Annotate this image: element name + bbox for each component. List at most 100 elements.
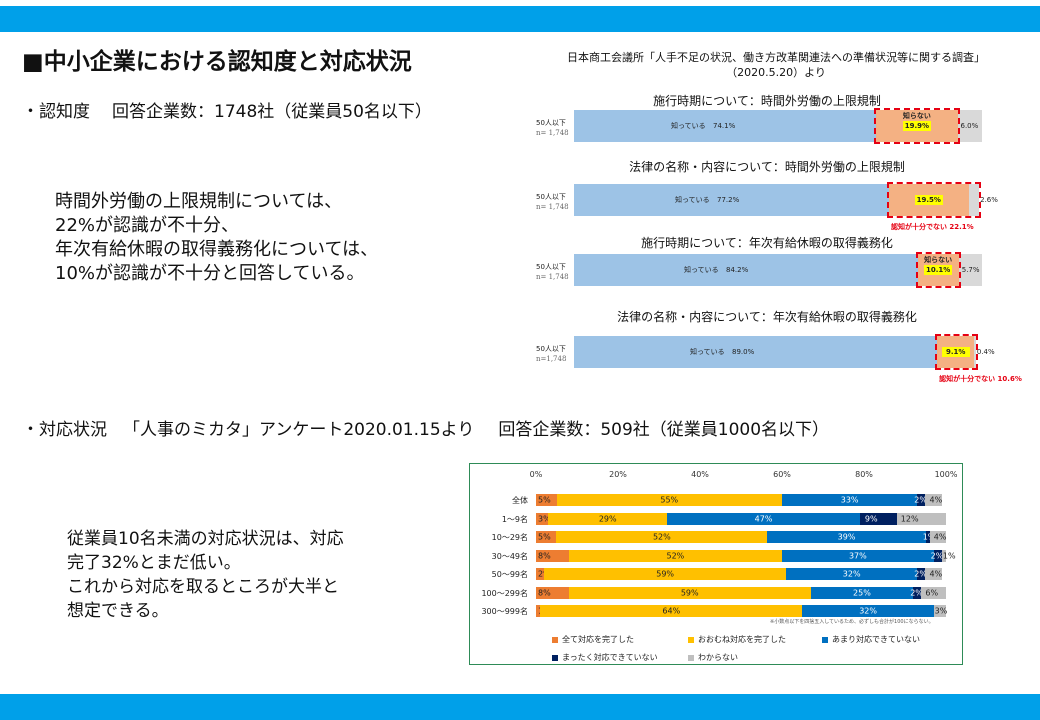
bar-segment: 8% — [536, 549, 569, 562]
bar-segment: 2% — [914, 494, 927, 506]
bar-segment: 4% — [925, 568, 943, 580]
bar-segment: 33% — [782, 494, 918, 506]
panel-title: 法律の名称・内容について：時間外労働の上限規制 — [629, 160, 905, 174]
panel-title: 法律の名称・内容について：年次有給休暇の取得義務化 — [617, 310, 917, 324]
segment-category-label: 知っている — [684, 266, 719, 274]
legend-label: わからない — [698, 653, 738, 662]
legend-swatch — [688, 654, 694, 661]
survey-source: 日本商工会議所「人手不足の状況、働き方改革関連法への準備状況等に関する調査」 （… — [520, 50, 1032, 80]
panel-title: 施行時期について：年次有給休暇の取得義務化 — [641, 236, 893, 250]
data-label: 10.1% — [925, 266, 951, 274]
bar-segment: 4% — [929, 531, 947, 543]
bar-segment: 知っている 77.2% — [574, 184, 889, 216]
data-label: 9.1% — [945, 348, 966, 356]
bar-segment: 55% — [556, 494, 782, 506]
legend-swatch — [688, 636, 694, 643]
legend-label: おおむね対応を完了した — [698, 635, 786, 644]
row-label-text: 50人以下 — [536, 263, 566, 271]
red-dashed-highlight — [915, 252, 961, 288]
bar-segment: 知っている 84.2% — [574, 254, 918, 286]
highlight-value: 9.1% — [941, 347, 970, 357]
data-label: 4% — [929, 495, 943, 505]
row-label-text: 50人以下 — [536, 345, 566, 353]
source-line: 日本商工会議所「人手不足の状況、働き方改革関連法への準備状況等に関する調査」 — [567, 51, 985, 64]
bar-segment: 2.6% — [968, 184, 998, 216]
legend-swatch — [552, 636, 558, 643]
bar-segment: 64% — [540, 605, 803, 617]
data-label: 2.6% — [980, 196, 998, 204]
category-label: 50～99名 — [491, 570, 528, 579]
category-label: 10～29名 — [491, 533, 528, 542]
legend-swatch — [552, 654, 558, 661]
segment-category-label: 知っている — [671, 122, 706, 130]
bar-segment: 37% — [781, 549, 934, 562]
legend-item: 全て対応を完了した — [552, 634, 634, 645]
chart-footnote: ※小数点以下を四捨五入しているため、必ずしも合計が100にならない。 — [770, 619, 934, 625]
x-tick-label: 60% — [773, 470, 791, 479]
bar-segment: 32% — [802, 605, 934, 617]
bar-segment: 6% — [921, 586, 946, 599]
stacked-bar: 5% 55% 33% 2% 4% — [536, 494, 946, 506]
panel-title: 施行時期について：時間外労働の上限規制 — [653, 94, 881, 108]
insufficient-value: 22.1% — [949, 223, 974, 231]
stacked-bar: 8% 59% 25% 2% 6% — [536, 586, 946, 599]
insufficient-note-text: 認知が十分でない — [890, 223, 947, 231]
source-date: （2020.5.20）より — [726, 66, 826, 79]
stacked-bar: 知っている 89.0% 0.4% — [574, 336, 995, 368]
row-label-text: 50人以下 — [536, 119, 566, 127]
data-label: 59% — [680, 588, 699, 597]
row-label: 50人以下 n= 1,748 — [536, 192, 569, 212]
data-label: 3% — [934, 606, 948, 616]
data-label: 6% — [925, 588, 939, 597]
response-label: ・対応状況 — [22, 420, 107, 440]
stacked-bar: 知っている 77.2% 2.6% — [574, 184, 998, 216]
bar-segment: 2% — [914, 568, 927, 580]
data-label: 19.5% — [916, 196, 941, 204]
data-label: 2% — [914, 495, 927, 505]
bar-segment: 知っている 89.0% — [574, 336, 938, 368]
highlight-value: 10.1% — [924, 265, 953, 275]
segment-category-label: 知っている — [690, 348, 725, 356]
insufficient-note: 認知が十分でない 22.1% — [891, 222, 974, 232]
data-label: 37% — [848, 551, 867, 560]
row-label: 50人以下 n= 1,748 — [536, 118, 569, 138]
summary-line: 完了32%とまだ低い。 — [67, 553, 241, 573]
legend-label: あまり対応できていない — [832, 635, 920, 644]
summary-line: 時間外労働の上限規制については、 — [55, 191, 343, 212]
data-label: 47% — [754, 514, 773, 523]
top-accent-bar — [0, 6, 1040, 32]
data-label: 2% — [910, 588, 923, 597]
awareness-label: ・認知度 — [22, 102, 90, 122]
data-label: 19.9% — [904, 122, 930, 130]
stacked-bar: 8% 52% 37% 2% 1% — [536, 549, 956, 562]
x-tick-label: 80% — [855, 470, 873, 479]
sample-size: n=1,748 — [536, 355, 567, 363]
x-tick-label: 40% — [691, 470, 709, 479]
data-label: 2% — [930, 551, 944, 560]
sample-size: n= 1,748 — [536, 273, 569, 281]
data-label: 52% — [652, 532, 671, 542]
data-label: 4% — [929, 569, 943, 579]
data-label: 59% — [656, 569, 675, 579]
response-source: 「人事のミカタ」アンケート2020.01.15より — [123, 420, 475, 440]
data-label: 9% — [864, 514, 878, 523]
x-tick-label: 100% — [934, 470, 958, 479]
highlight-value: 19.9% — [902, 121, 931, 131]
red-dashed-highlight — [935, 334, 978, 370]
summary-line: 想定できる。 — [67, 601, 169, 621]
sample-size: n= 1,748 — [536, 129, 569, 137]
data-label: 6.0% — [960, 122, 979, 130]
bar-segment: 52% — [556, 531, 768, 543]
category-label: 30～49名 — [491, 551, 528, 561]
response-status-chart: 0% 20% 40% 60% 80% 100% 全体 5% 55% 33% 2% 4% 1～9名 3% 29… — [469, 463, 963, 665]
bar-segment: 8% — [536, 586, 569, 599]
data-label: 4% — [933, 532, 947, 542]
awareness-summary: 時間外労働の上限規制については、 22%が認識が不十分、 年次有給休暇の取得義務… — [55, 190, 455, 286]
legend-item: おおむね対応を完了した — [688, 634, 786, 645]
bar-segment: 4% — [925, 494, 943, 506]
slide-title: ■中小企業における認知度と対応状況 — [22, 49, 412, 75]
category-label: 300～999名 — [481, 607, 528, 616]
response-respondents: 回答企業数：509社（従業員1000名以下） — [498, 420, 830, 440]
stacked-bar: 知っている 84.2% 5.7% — [574, 254, 982, 286]
data-label: 12% — [900, 514, 919, 523]
